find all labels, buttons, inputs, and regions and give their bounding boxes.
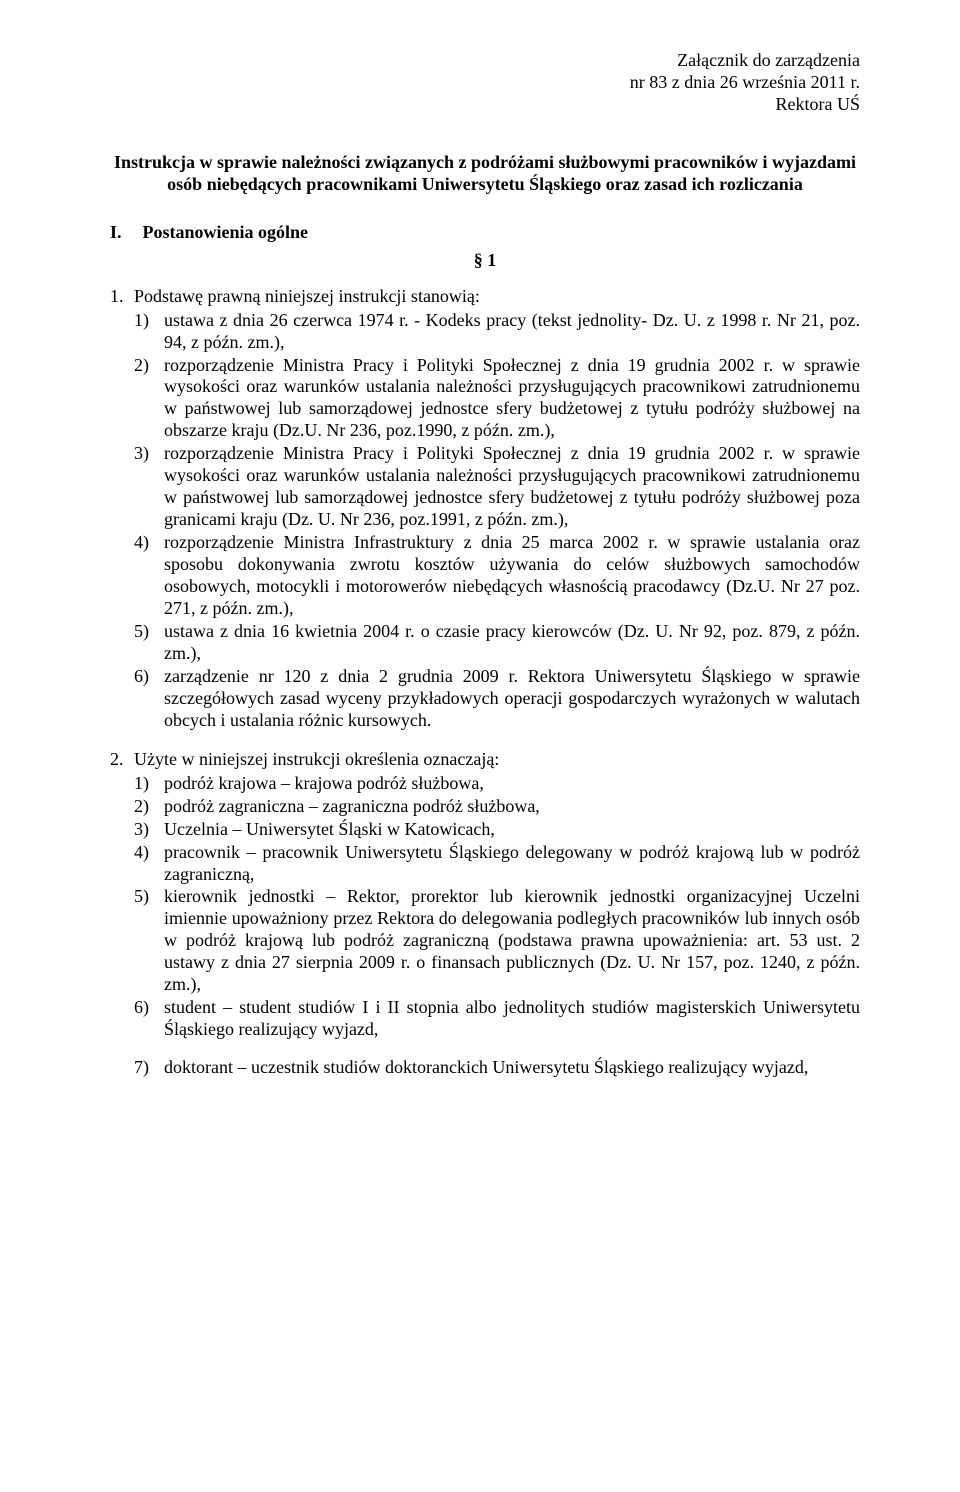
point-1-sublist: 1) ustawa z dnia 26 czerwca 1974 r. - Ko… — [134, 310, 860, 732]
list-item: 5) kierownik jednostki – Rektor, prorekt… — [134, 886, 860, 996]
point-2-number: 2. — [110, 749, 134, 771]
section-1-heading: I. Postanowienia ogólne — [110, 222, 860, 244]
header-line-3: Rektora UŚ — [110, 94, 860, 116]
paragraph-symbol-1: § 1 — [110, 250, 860, 272]
point-1-number: 1. — [110, 286, 134, 308]
item-text: ustawa z dnia 16 kwietnia 2004 r. o czas… — [164, 621, 860, 665]
section-1-text: Postanowienia ogólne — [143, 222, 309, 242]
item-number: 1) — [134, 773, 164, 795]
item-number: 6) — [134, 666, 164, 732]
list-item: 1) podróż krajowa – krajowa podróż służb… — [134, 773, 860, 795]
point-1-intro: Podstawę prawną niniejszej instrukcji st… — [134, 286, 860, 308]
list-item: 4) pracownik – pracownik Uniwersytetu Śl… — [134, 842, 860, 886]
item-text: zarządzenie nr 120 z dnia 2 grudnia 2009… — [164, 666, 860, 732]
list-item: 4) rozporządzenie Ministra Infrastruktur… — [134, 532, 860, 620]
point-2-sublist: 1) podróż krajowa – krajowa podróż służb… — [134, 773, 860, 1079]
list-item: 3) rozporządzenie Ministra Pracy i Polit… — [134, 443, 860, 531]
point-1: 1. Podstawę prawną niniejszej instrukcji… — [110, 286, 860, 308]
item-text: doktorant – uczestnik studiów doktoranck… — [164, 1057, 860, 1079]
item-number: 6) — [134, 997, 164, 1041]
item-text: Uczelnia – Uniwersytet Śląski w Katowica… — [164, 819, 860, 841]
item-text: kierownik jednostki – Rektor, prorektor … — [164, 886, 860, 996]
document-page: Załącznik do zarządzenia nr 83 z dnia 26… — [0, 0, 960, 1492]
item-text: podróż krajowa – krajowa podróż służbowa… — [164, 773, 860, 795]
item-number: 2) — [134, 355, 164, 443]
header-attachment: Załącznik do zarządzenia nr 83 z dnia 26… — [110, 50, 860, 116]
list-item: 7) doktorant – uczestnik studiów doktora… — [134, 1057, 860, 1079]
document-title: Instrukcja w sprawie należności związany… — [110, 152, 860, 196]
point-2: 2. Użyte w niniejszej instrukcji określe… — [110, 749, 860, 771]
item-number: 4) — [134, 532, 164, 620]
item-text: ustawa z dnia 26 czerwca 1974 r. - Kodek… — [164, 310, 860, 354]
point-2-intro: Użyte w niniejszej instrukcji określenia… — [134, 749, 860, 771]
item-text: rozporządzenie Ministra Pracy i Polityki… — [164, 355, 860, 443]
item-number: 5) — [134, 886, 164, 996]
spacer — [110, 733, 860, 749]
item-text: podróż zagraniczna – zagraniczna podróż … — [164, 796, 860, 818]
item-text: student – student studiów I i II stopnia… — [164, 997, 860, 1041]
item-text: rozporządzenie Ministra Pracy i Polityki… — [164, 443, 860, 531]
list-item: 2) podróż zagraniczna – zagraniczna podr… — [134, 796, 860, 818]
list-item: 5) ustawa z dnia 16 kwietnia 2004 r. o c… — [134, 621, 860, 665]
item-number: 5) — [134, 621, 164, 665]
list-item: 6) student – student studiów I i II stop… — [134, 997, 860, 1041]
list-item: 3) Uczelnia – Uniwersytet Śląski w Katow… — [134, 819, 860, 841]
item-number: 3) — [134, 819, 164, 841]
list-item: 6) zarządzenie nr 120 z dnia 2 grudnia 2… — [134, 666, 860, 732]
list-item: 1) ustawa z dnia 26 czerwca 1974 r. - Ko… — [134, 310, 860, 354]
section-1-roman: I. — [110, 222, 138, 244]
header-line-1: Załącznik do zarządzenia — [110, 50, 860, 72]
item-number: 7) — [134, 1057, 164, 1079]
item-number: 1) — [134, 310, 164, 354]
item-number: 3) — [134, 443, 164, 531]
list-item: 2) rozporządzenie Ministra Pracy i Polit… — [134, 355, 860, 443]
item-number: 4) — [134, 842, 164, 886]
header-line-2: nr 83 z dnia 26 września 2011 r. — [110, 72, 860, 94]
item-text: pracownik – pracownik Uniwersytetu Śląsk… — [164, 842, 860, 886]
item-number: 2) — [134, 796, 164, 818]
item-text: rozporządzenie Ministra Infrastruktury z… — [164, 532, 860, 620]
